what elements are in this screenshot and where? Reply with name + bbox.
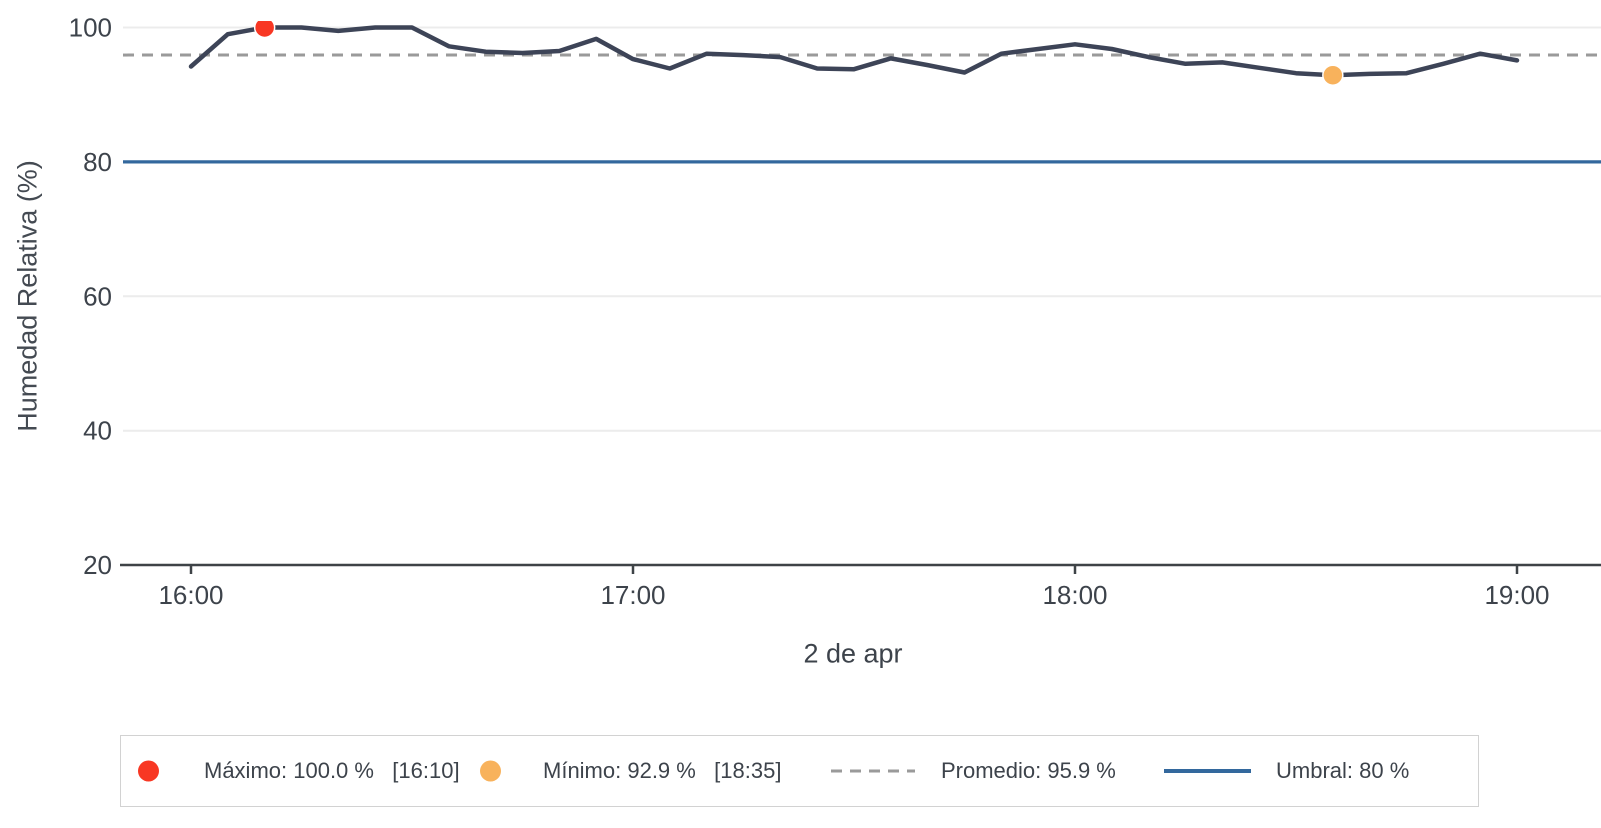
legend-label-minimo: Mínimo: 92.9 % [18:35] <box>543 758 782 783</box>
max-marker-swatch <box>138 760 159 782</box>
x-tick-label: 19:00 <box>1484 580 1549 610</box>
humidity-series-line <box>188 25 1520 78</box>
x-axis-title: 2 de apr <box>803 638 903 669</box>
x-tick-label: 18:00 <box>1042 580 1107 610</box>
x-tick-label: 17:00 <box>600 580 665 610</box>
y-tick-label: 100 <box>69 13 112 43</box>
y-tick-label: 60 <box>83 281 112 311</box>
max-point-marker <box>253 21 276 39</box>
y-tick-label: 80 <box>83 147 112 177</box>
x-tick-label: 16:00 <box>158 580 223 610</box>
umbral-line-swatch <box>1164 769 1251 773</box>
y-tick-label: 20 <box>83 550 112 580</box>
min-point-marker <box>1322 64 1344 86</box>
promedio-line-swatch <box>831 769 915 773</box>
legend-label-umbral: Umbral: 80 % <box>1276 758 1410 783</box>
legend: Máximo: 100.0 % [16:10] Mínimo: 92.9 % [… <box>120 735 1479 807</box>
min-marker-swatch <box>480 760 501 782</box>
y-tick-label: 40 <box>83 416 112 446</box>
legend-label-promedio: Promedio: 95.9 % <box>941 758 1116 783</box>
legend-label-maximo: Máximo: 100.0 % [16:10] <box>204 758 460 783</box>
chart-canvas[interactable]: 16:00 17:00 18:00 19:00 100 80 60 40 20 <box>0 0 1601 700</box>
y-axis-title: Humedad Relativa (%) <box>12 160 43 432</box>
